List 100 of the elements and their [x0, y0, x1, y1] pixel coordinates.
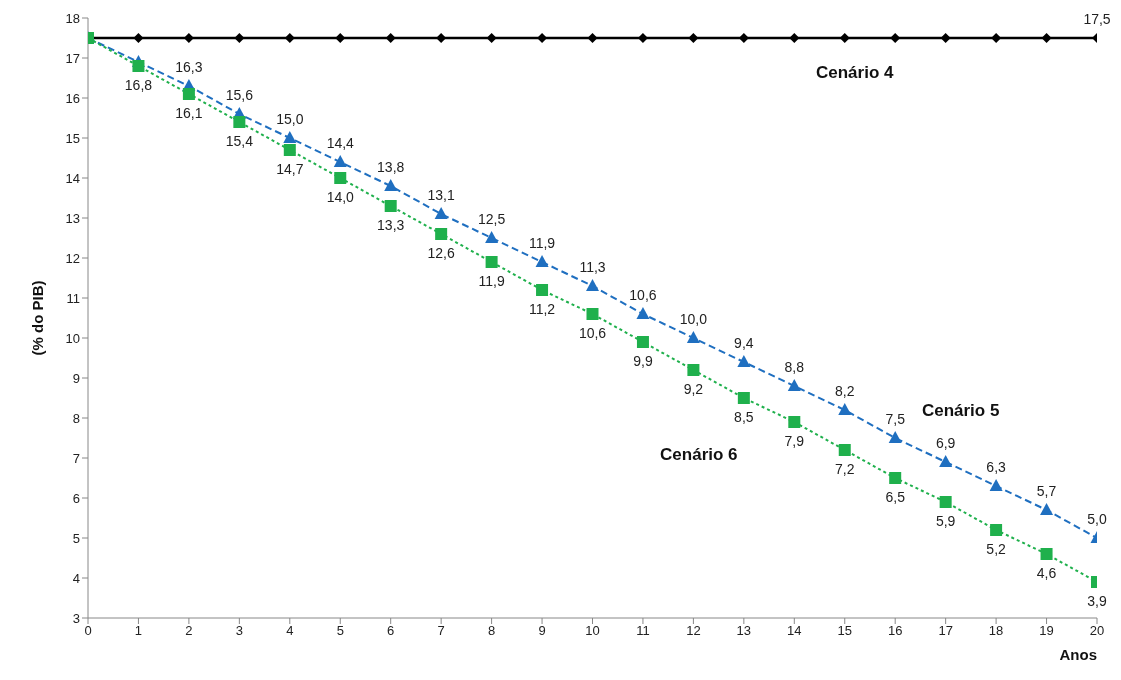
- x-tick-label: 19: [1039, 623, 1054, 639]
- point: [737, 355, 751, 367]
- point: [234, 33, 245, 43]
- y-tick-label: 4: [72, 570, 80, 586]
- data-label: 11,9: [478, 273, 505, 289]
- data-label: 16,8: [124, 77, 153, 93]
- point: [838, 444, 851, 456]
- point: [889, 472, 902, 484]
- data-label: 7,2: [835, 461, 855, 477]
- data-label: 4,6: [1036, 565, 1057, 581]
- data-label: 14,7: [276, 161, 304, 177]
- y-tick-label: 3: [72, 610, 80, 626]
- x-tick-label: 1: [134, 623, 143, 639]
- x-tick-label: 6: [387, 623, 395, 639]
- data-label: 13,1: [427, 187, 455, 203]
- data-label: 3,9: [1087, 593, 1107, 609]
- point: [940, 33, 951, 43]
- y-tick-label: 5: [72, 530, 80, 546]
- data-label: 5,7: [1036, 483, 1057, 499]
- data-label: 15,4: [225, 133, 254, 149]
- y-tick-label: 11: [66, 290, 80, 306]
- point: [586, 308, 599, 320]
- data-label: 9,4: [734, 335, 754, 351]
- x-tick-label: 4: [286, 623, 294, 639]
- point: [283, 144, 296, 156]
- data-label: 12,6: [427, 245, 455, 261]
- point: [182, 88, 195, 100]
- x-tick-label: 14: [787, 623, 802, 639]
- data-label: 5,2: [986, 541, 1007, 557]
- data-label: 17,5: [1083, 11, 1111, 27]
- y-tick-label: 8: [72, 410, 80, 426]
- data-label: 6,9: [935, 435, 956, 451]
- series-label: Cenário 5: [921, 401, 1000, 421]
- y-tick-label: 9: [72, 370, 80, 386]
- data-label: 7,9: [784, 433, 805, 449]
- point: [132, 60, 145, 72]
- x-tick-label: 18: [988, 623, 1004, 639]
- point: [687, 364, 700, 376]
- y-tick-label: 7: [72, 450, 80, 466]
- data-label: 11,2: [528, 301, 556, 317]
- x-tick-label: 0: [84, 623, 92, 639]
- data-label: 8,8: [784, 359, 805, 375]
- data-label: 5,9: [935, 513, 956, 529]
- data-label: 10,6: [578, 325, 607, 341]
- point: [1040, 503, 1054, 515]
- data-label: 16,3: [175, 59, 203, 75]
- y-tick-label: 18: [65, 10, 80, 26]
- point: [587, 33, 598, 43]
- data-label: 9,9: [633, 353, 653, 369]
- data-label: 8,2: [835, 383, 855, 399]
- data-label: 15,0: [276, 111, 304, 127]
- point: [283, 131, 297, 143]
- y-tick-label: 10: [65, 330, 80, 346]
- point: [233, 116, 246, 128]
- y-tick-label: 17: [65, 50, 80, 66]
- point: [636, 307, 650, 319]
- data-label: 10,6: [629, 287, 657, 303]
- point: [1040, 548, 1053, 560]
- x-tick-label: 9: [538, 623, 546, 639]
- point: [384, 200, 397, 212]
- point: [384, 179, 398, 191]
- data-label: 13,8: [377, 159, 405, 175]
- y-tick-label: 15: [65, 130, 80, 146]
- x-tick-label: 13: [736, 623, 752, 639]
- point: [636, 336, 649, 348]
- point: [586, 279, 599, 291]
- data-label: 14,4: [326, 135, 355, 151]
- data-label: 5,0: [1087, 511, 1107, 527]
- point: [787, 379, 801, 391]
- data-label: 6,5: [885, 489, 906, 505]
- y-axis-title: (% do PIB): [29, 280, 47, 356]
- data-label: 13,3: [377, 217, 405, 233]
- point: [888, 431, 902, 443]
- y-tick-label: 16: [65, 90, 80, 106]
- point: [486, 33, 497, 43]
- y-tick-label: 14: [65, 170, 80, 186]
- x-tick-label: 10: [585, 623, 600, 639]
- point: [385, 33, 396, 43]
- point: [435, 228, 448, 240]
- point: [535, 255, 549, 267]
- y-tick-label: 6: [72, 490, 80, 506]
- x-tick-label: 17: [938, 623, 953, 639]
- data-label: 9,2: [683, 381, 704, 397]
- point: [688, 33, 699, 43]
- data-label: 14,0: [326, 189, 355, 205]
- data-label: 7,5: [885, 411, 906, 427]
- point: [133, 33, 144, 43]
- data-label: 6,3: [986, 459, 1007, 475]
- data-label: 11,3: [579, 259, 606, 275]
- x-tick-label: 15: [837, 623, 852, 639]
- x-tick-label: 2: [185, 623, 193, 639]
- point: [939, 455, 953, 467]
- point: [839, 33, 850, 43]
- point: [536, 284, 549, 296]
- point: [989, 479, 1003, 491]
- x-tick-label: 3: [235, 623, 243, 639]
- x-tick-label: 5: [336, 623, 344, 639]
- point: [434, 207, 448, 219]
- data-label: 10,0: [679, 311, 708, 327]
- x-tick-label: 12: [686, 623, 701, 639]
